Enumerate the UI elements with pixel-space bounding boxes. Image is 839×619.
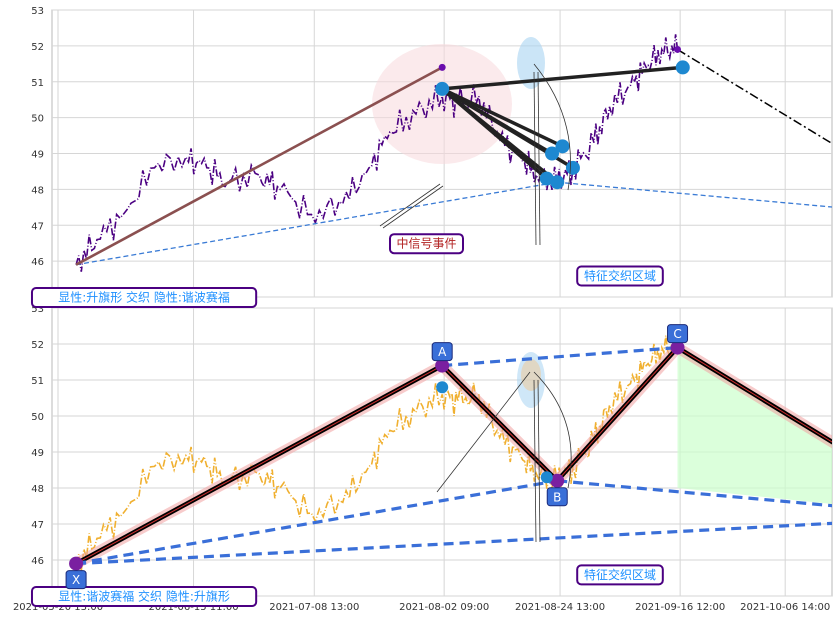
y-tick-label: 50 [31, 114, 44, 125]
x-tick-label: 2021-05-20 13:00 [13, 602, 103, 613]
y-tick-label: 47 [31, 520, 44, 531]
point-label-box [431, 342, 453, 362]
annotation-text: 特征交织区域 [584, 567, 656, 582]
annotation-text: 特征交织区域 [584, 268, 656, 283]
point-label-c: C [673, 327, 681, 341]
marker-point [674, 45, 682, 53]
cluster-link [442, 65, 683, 91]
arrow-line [537, 379, 541, 543]
arrow-line [533, 379, 537, 543]
x-tick-label: 2021-08-24 13:00 [515, 602, 605, 613]
annotation-text: 显性:升旗形 交织 隐性:谐波赛福 [58, 290, 230, 305]
y-tick-label: 52 [31, 340, 44, 351]
cluster-dot [545, 146, 560, 161]
annotation-box [388, 233, 464, 255]
y-tick-label: 52 [31, 42, 44, 53]
series-line [442, 346, 678, 368]
arrow-curve [533, 63, 571, 191]
marker-point [438, 63, 446, 71]
series-line [75, 479, 558, 566]
point-label-b: B [553, 490, 561, 504]
y-tick-label: 51 [31, 376, 44, 387]
y-tick-label: 46 [31, 556, 44, 567]
arrow-line [382, 185, 444, 229]
tick-labels: 4546474849505152534546474849505152532021… [13, 6, 830, 613]
cluster-dot [675, 60, 690, 75]
highlight-ellipse [521, 359, 541, 391]
pattern-point-labels: XABCD [65, 324, 689, 590]
highlight-ellipse [372, 44, 512, 164]
series-line [75, 181, 558, 266]
annotation-box [576, 265, 664, 287]
cluster-dot [565, 160, 580, 175]
annotation-text: 中信号事件 [396, 236, 456, 251]
annotation-text: 显性:谐波赛福 交织 隐性:升旗形 [58, 589, 230, 604]
pattern-point [550, 473, 565, 488]
series-line [677, 48, 832, 145]
annotation-box [30, 586, 258, 607]
x-tick-label: 2021-09-16 12:00 [635, 602, 725, 613]
cluster-dot [540, 471, 553, 484]
series-line [75, 66, 443, 266]
y-tick-label: 47 [31, 221, 44, 232]
series-line [557, 181, 832, 208]
cluster-link [441, 87, 564, 148]
y-tick-label: 48 [31, 484, 44, 495]
y-tick-label: 51 [31, 78, 44, 89]
point-label-box [65, 570, 87, 590]
series-line [76, 521, 832, 566]
cluster-dot [436, 381, 449, 394]
y-tick-label: 49 [31, 448, 44, 459]
y-tick-label: 46 [31, 257, 44, 268]
annotation-box [576, 564, 664, 586]
pattern-point [670, 340, 685, 355]
arrow-decorations [379, 63, 572, 543]
point-label-box [667, 324, 689, 344]
cluster-link [441, 87, 559, 184]
arrow-line [436, 371, 531, 493]
top-grid [52, 9, 832, 298]
y-tick-label: 53 [31, 6, 44, 17]
point-label-x: X [72, 573, 80, 587]
bottom-plot [69, 332, 832, 571]
x-tick-label: 2021-06-15 11:00 [148, 602, 238, 613]
pattern-point [435, 358, 450, 373]
series-line [557, 479, 832, 508]
y-tick-label: 48 [31, 185, 44, 196]
x-tick-label: 2021-10-06 14:00 [740, 602, 830, 613]
y-tick-label: 53 [31, 304, 44, 315]
annotation-box [30, 287, 258, 308]
y-tick-label: 50 [31, 412, 44, 423]
cluster-dot [555, 139, 570, 154]
y-tick-label: 49 [31, 150, 44, 161]
fill-region [677, 347, 832, 505]
cluster-dot [550, 175, 565, 190]
x-tick-label: 2021-07-08 13:00 [269, 602, 359, 613]
series-line [75, 34, 679, 272]
arrow-curve [533, 371, 572, 489]
point-label-box [546, 487, 568, 507]
arrow-line [533, 71, 537, 246]
top-plot [75, 34, 832, 272]
point-label-a: A [438, 345, 447, 359]
pattern-point [69, 556, 84, 571]
x-tick-label: 2021-08-02 09:00 [399, 602, 489, 613]
arrow-line [379, 183, 441, 227]
arrow-line [537, 71, 541, 246]
cluster-dot [435, 81, 450, 96]
